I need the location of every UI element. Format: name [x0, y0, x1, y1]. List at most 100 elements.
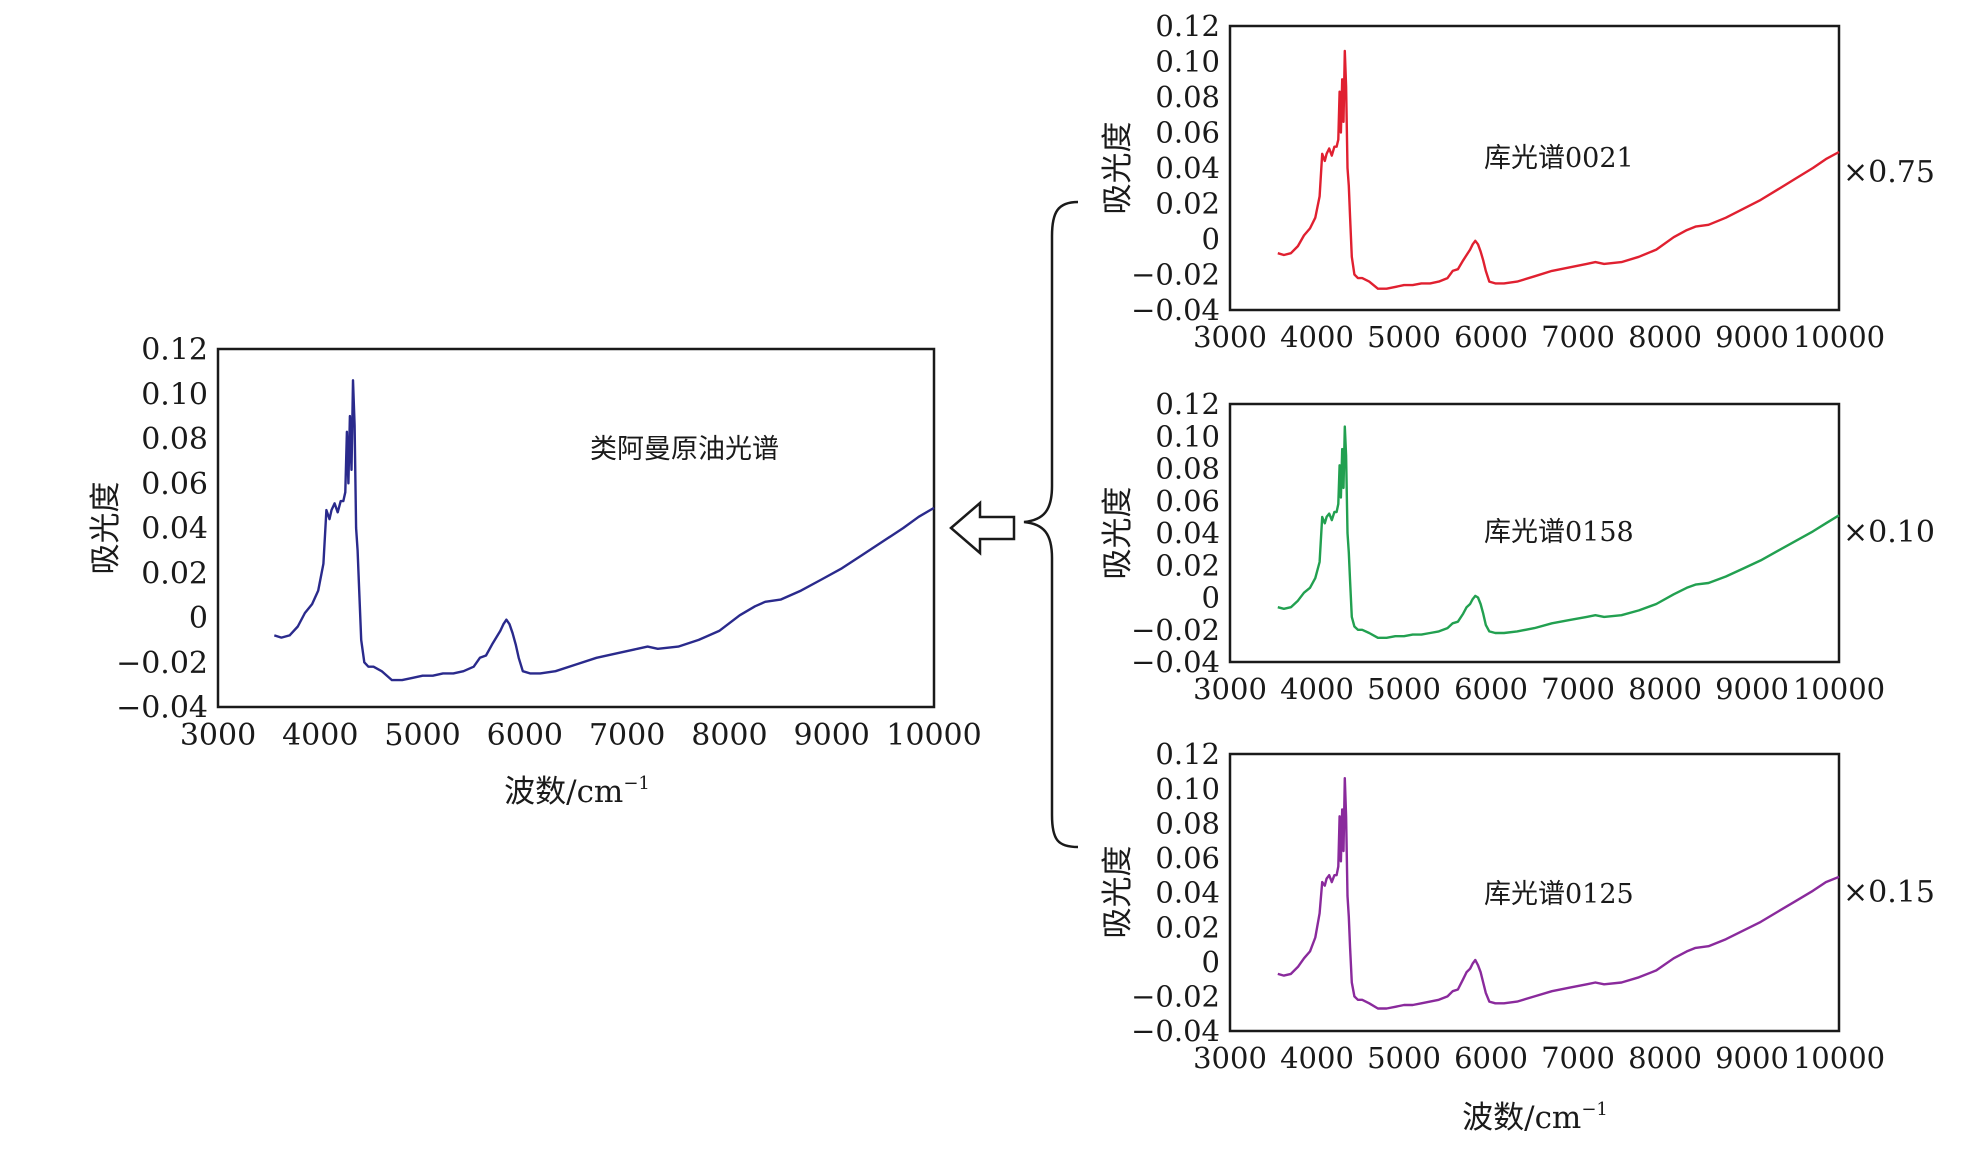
y-tick-label: 0.08: [141, 422, 208, 457]
hollow-left-arrow-icon: [949, 500, 1016, 556]
y-tick-labels: 0.12 0.10 0.08 0.06 0.04 0.02 0 −0.02 −0.04: [116, 333, 208, 726]
y-tick-label: 0.04: [1155, 516, 1220, 550]
x-tick-label: 3000: [180, 718, 256, 753]
x-tick-label: 3000: [1193, 320, 1267, 354]
x-tick-label: 8000: [1628, 672, 1702, 706]
y-tick-labels: 0.120.100.080.060.040.020−0.02−0.04: [1131, 387, 1220, 679]
x-tick-label: 8000: [691, 718, 767, 753]
y-tick-labels: 0.120.100.080.060.040.020−0.02−0.04: [1131, 9, 1220, 327]
chart-library-0125: 0.120.100.080.060.040.020−0.02−0.04 3000…: [1100, 737, 1935, 1136]
x-tick-label: 5000: [1367, 1041, 1441, 1075]
grouping-brace: [1023, 200, 1079, 849]
y-tick-label: 0.12: [1155, 387, 1220, 421]
spectrum-line: [1277, 777, 1840, 1010]
y-tick-label: 0.06: [1155, 484, 1220, 518]
x-tick-labels: 3000 4000 5000 6000 7000 8000 9000 10000: [1193, 320, 1885, 354]
spectrum-line: [273, 379, 935, 682]
y-tick-label: 0.06: [141, 467, 208, 502]
y-tick-label: 0.08: [1155, 80, 1220, 114]
y-tick-label: −0.02: [1131, 613, 1220, 647]
y-axis-label: 吸光度: [1100, 487, 1136, 580]
y-tick-label: 0.08: [1155, 452, 1220, 486]
plot-frame: [216, 347, 936, 709]
y-tick-label: 0.10: [1155, 772, 1220, 806]
y-tick-label: 0.02: [141, 556, 208, 591]
x-tick-label: 5000: [1367, 672, 1441, 706]
y-tick-label: 0.04: [1155, 151, 1220, 185]
y-axis-label: 吸光度: [1100, 846, 1136, 939]
y-tick-label: −0.02: [1131, 980, 1220, 1014]
y-tick-label: 0.10: [141, 377, 208, 412]
y-tick-label: 0.10: [1155, 419, 1220, 453]
chart-title: 库光谱0158: [1484, 517, 1634, 548]
y-axis-label: 吸光度: [88, 482, 124, 575]
x-tick-label: 8000: [1628, 1041, 1702, 1075]
y-tick-label: 0: [1202, 581, 1220, 615]
x-axis-label: 波数/cm−1: [1462, 1099, 1608, 1136]
x-tick-label: 9000: [1715, 1041, 1789, 1075]
y-tick-label: 0.06: [1155, 841, 1220, 875]
spectrum-line: [1277, 49, 1840, 290]
y-tick-label: −0.02: [116, 646, 208, 681]
y-tick-label: 0.10: [1155, 45, 1220, 79]
y-tick-label: 0.08: [1155, 806, 1220, 840]
y-tick-labels: 0.120.100.080.060.040.020−0.02−0.04: [1131, 737, 1220, 1048]
x-tick-label: 4000: [1280, 1041, 1354, 1075]
x-tick-label: 3000: [1193, 672, 1267, 706]
chart-crude-oil: 0.12 0.10 0.08 0.06 0.04 0.02 0 −0.02 −0.04 3000…: [88, 333, 982, 811]
scale-factor-label: ×0.15: [1843, 875, 1935, 910]
x-tick-label: 10000: [1793, 1041, 1885, 1075]
x-tick-label: 7000: [1541, 672, 1615, 706]
y-tick-label: 0: [189, 601, 208, 636]
chart-title: 类阿曼原油光谱: [590, 434, 779, 465]
x-tick-label: 7000: [1541, 1041, 1615, 1075]
x-tick-label: 9000: [1715, 320, 1789, 354]
x-tick-label: 4000: [1280, 672, 1354, 706]
x-tick-label: 3000: [1193, 1041, 1267, 1075]
x-tick-label: 9000: [1715, 672, 1789, 706]
x-tick-labels: 3000 4000 5000 6000 7000 8000 9000 10000: [1193, 1041, 1885, 1075]
y-tick-label: 0.12: [141, 333, 208, 368]
x-tick-label: 6000: [1454, 320, 1528, 354]
x-tick-label: 7000: [589, 718, 665, 753]
x-tick-label: 8000: [1628, 320, 1702, 354]
y-tick-label: 0.02: [1155, 548, 1220, 582]
x-tick-labels: 3000 4000 5000 6000 7000 8000 9000 10000: [180, 718, 982, 753]
y-tick-label: −0.04: [1131, 645, 1220, 679]
y-tick-label: −0.04: [116, 691, 208, 726]
y-tick-label: 0.04: [141, 512, 208, 547]
x-tick-label: 10000: [1793, 320, 1885, 354]
chart-title: 库光谱0125: [1484, 879, 1634, 910]
y-tick-label: 0.12: [1155, 737, 1220, 771]
chart-title: 库光谱0021: [1484, 143, 1634, 174]
plot-frame: [1228, 402, 1841, 664]
scale-factor-label: ×0.75: [1843, 155, 1935, 190]
x-tick-label: 6000: [1454, 1041, 1528, 1075]
plot-frame: [1228, 752, 1841, 1033]
scale-factor-label: ×0.10: [1843, 515, 1935, 550]
y-tick-label: −0.02: [1131, 258, 1220, 292]
x-tick-label: 6000: [487, 718, 563, 753]
x-tick-label: 4000: [1280, 320, 1354, 354]
y-tick-label: 0.02: [1155, 910, 1220, 944]
x-tick-label: 5000: [1367, 320, 1441, 354]
x-tick-label: 5000: [384, 718, 460, 753]
y-axis-label: 吸光度: [1100, 122, 1136, 215]
x-axis-label: 波数/cm−1: [504, 773, 650, 810]
chart-library-0021: 0.120.100.080.060.040.020−0.02−0.04 3000…: [1100, 9, 1935, 354]
y-tick-label: 0: [1202, 945, 1220, 979]
spectrum-line: [1277, 425, 1840, 639]
y-tick-label: −0.04: [1131, 293, 1220, 327]
x-tick-label: 10000: [1793, 672, 1885, 706]
x-tick-label: 7000: [1541, 320, 1615, 354]
y-tick-label: 0.12: [1155, 9, 1220, 43]
y-tick-label: 0.04: [1155, 876, 1220, 910]
x-tick-label: 6000: [1454, 672, 1528, 706]
y-tick-label: 0.06: [1155, 116, 1220, 150]
y-tick-label: 0: [1202, 222, 1220, 256]
x-tick-label: 10000: [886, 718, 981, 753]
x-tick-labels: 3000 4000 5000 6000 7000 8000 9000 10000: [1193, 672, 1885, 706]
y-tick-label: 0.02: [1155, 187, 1220, 221]
plot-frame: [1228, 24, 1841, 312]
